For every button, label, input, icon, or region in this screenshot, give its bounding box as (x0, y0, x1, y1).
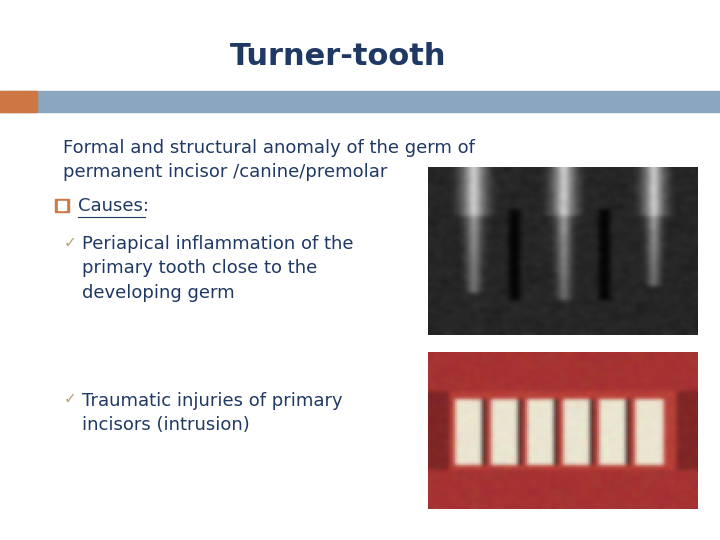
Text: Traumatic injuries of primary
incisors (intrusion): Traumatic injuries of primary incisors (… (82, 392, 343, 434)
Bar (58, 201, 66, 210)
Text: Causes:: Causes: (78, 197, 149, 215)
Text: ✓: ✓ (63, 392, 76, 407)
Bar (55, 199, 69, 212)
Text: ✓: ✓ (63, 235, 76, 250)
Text: Periapical inflammation of the
primary tooth close to the
developing germ: Periapical inflammation of the primary t… (82, 235, 354, 301)
Text: Turner-tooth: Turner-tooth (230, 42, 446, 71)
Bar (0, 91, 37, 112)
Text: Formal and structural anomaly of the germ of
permanent incisor /canine/premolar: Formal and structural anomaly of the ger… (63, 139, 475, 181)
Bar (0, 91, 720, 112)
